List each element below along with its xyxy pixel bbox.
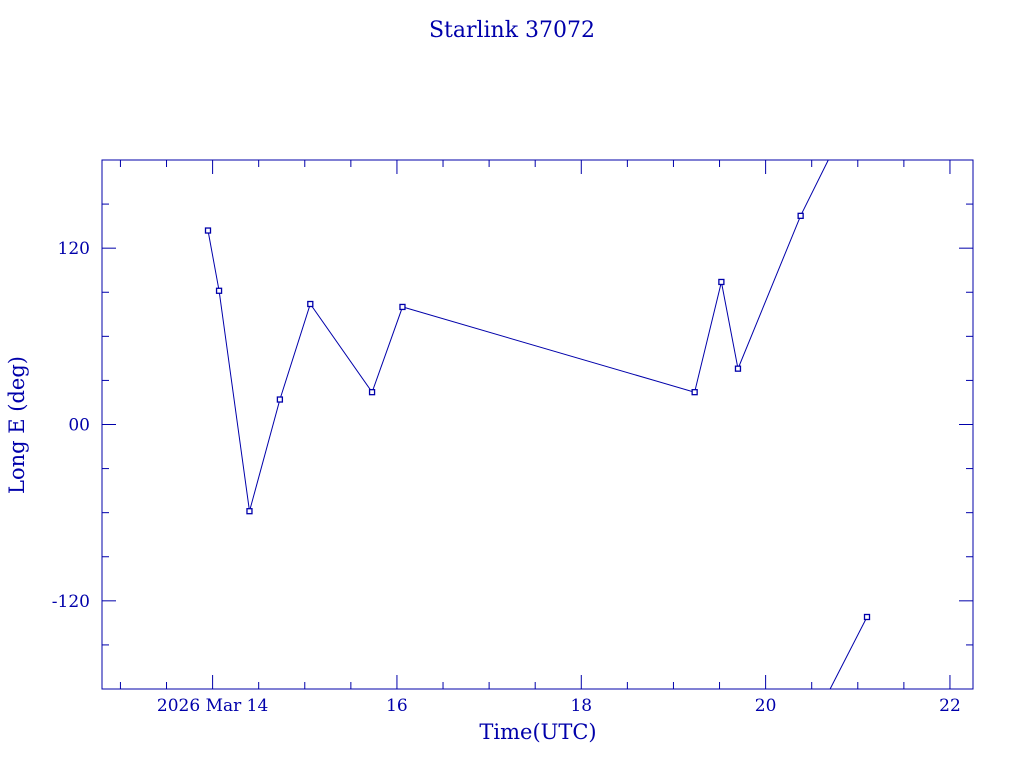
data-point: [368, 389, 376, 396]
x-axis-label: Time(UTC): [479, 720, 596, 744]
data-point: [307, 300, 314, 308]
x-tick-label: 16: [386, 696, 408, 716]
data-point: [276, 396, 284, 403]
series-line: [829, 616, 868, 690]
x-tick-label: 18: [570, 696, 592, 716]
y-tick-label: -120: [52, 592, 90, 612]
data-point: [691, 389, 698, 396]
data-point: [204, 227, 212, 234]
x-tick-labels: 2026 Mar 14 16 18 20 22: [157, 696, 961, 716]
data-point: [215, 287, 223, 294]
data-point: [399, 303, 406, 311]
data-point: [863, 613, 871, 621]
plot-frame: [101, 159, 974, 690]
y-tick-label: 120: [58, 239, 90, 259]
y-tick-labels: -120 00 120: [52, 239, 90, 612]
chart-title: Starlink 37072: [429, 18, 595, 43]
x-tick-label: 2026 Mar 14: [157, 696, 268, 716]
axis-ticks: [102, 160, 973, 689]
y-axis-label: Long E (deg): [5, 356, 29, 494]
data-point: [734, 365, 742, 372]
y-tick-label: 00: [68, 416, 90, 436]
data-point: [246, 508, 253, 515]
data-point: [797, 212, 804, 219]
x-tick-label: 20: [755, 696, 777, 716]
x-tick-label: 22: [939, 696, 961, 716]
data-point: [718, 278, 725, 286]
data-series: [204, 159, 871, 690]
series-line: [207, 159, 829, 512]
